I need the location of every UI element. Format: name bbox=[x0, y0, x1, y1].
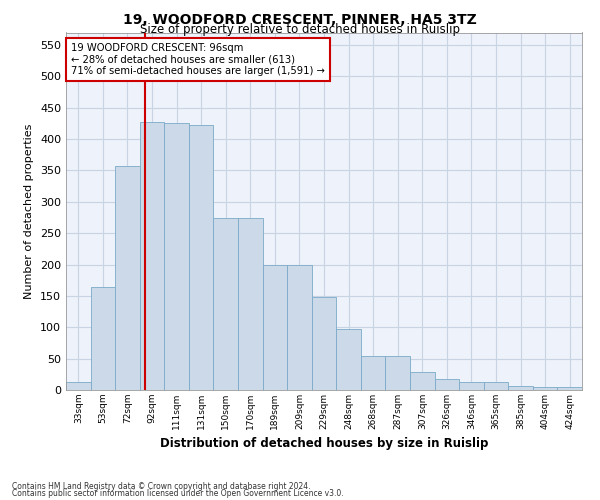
Bar bbox=[434, 378, 459, 390]
Bar bbox=[91, 286, 115, 390]
Bar bbox=[361, 356, 385, 390]
Bar bbox=[263, 264, 287, 390]
Bar bbox=[238, 218, 263, 390]
Bar bbox=[508, 386, 533, 390]
Y-axis label: Number of detached properties: Number of detached properties bbox=[25, 124, 34, 299]
Bar bbox=[189, 126, 214, 390]
Text: Size of property relative to detached houses in Ruislip: Size of property relative to detached ho… bbox=[140, 22, 460, 36]
Bar bbox=[336, 329, 361, 390]
Text: Contains HM Land Registry data © Crown copyright and database right 2024.: Contains HM Land Registry data © Crown c… bbox=[12, 482, 311, 491]
Bar bbox=[115, 166, 140, 390]
Bar bbox=[287, 264, 312, 390]
Bar bbox=[459, 382, 484, 390]
Bar bbox=[140, 122, 164, 390]
Bar bbox=[164, 124, 189, 390]
Bar bbox=[533, 387, 557, 390]
Bar bbox=[66, 382, 91, 390]
Bar bbox=[410, 372, 434, 390]
Text: Contains public sector information licensed under the Open Government Licence v3: Contains public sector information licen… bbox=[12, 490, 344, 498]
Bar bbox=[312, 297, 336, 390]
Bar bbox=[385, 356, 410, 390]
X-axis label: Distribution of detached houses by size in Ruislip: Distribution of detached houses by size … bbox=[160, 438, 488, 450]
Bar bbox=[557, 387, 582, 390]
Text: 19, WOODFORD CRESCENT, PINNER, HA5 3TZ: 19, WOODFORD CRESCENT, PINNER, HA5 3TZ bbox=[123, 12, 477, 26]
Bar bbox=[484, 382, 508, 390]
Text: 19 WOODFORD CRESCENT: 96sqm
← 28% of detached houses are smaller (613)
71% of se: 19 WOODFORD CRESCENT: 96sqm ← 28% of det… bbox=[71, 43, 325, 76]
Bar bbox=[214, 218, 238, 390]
